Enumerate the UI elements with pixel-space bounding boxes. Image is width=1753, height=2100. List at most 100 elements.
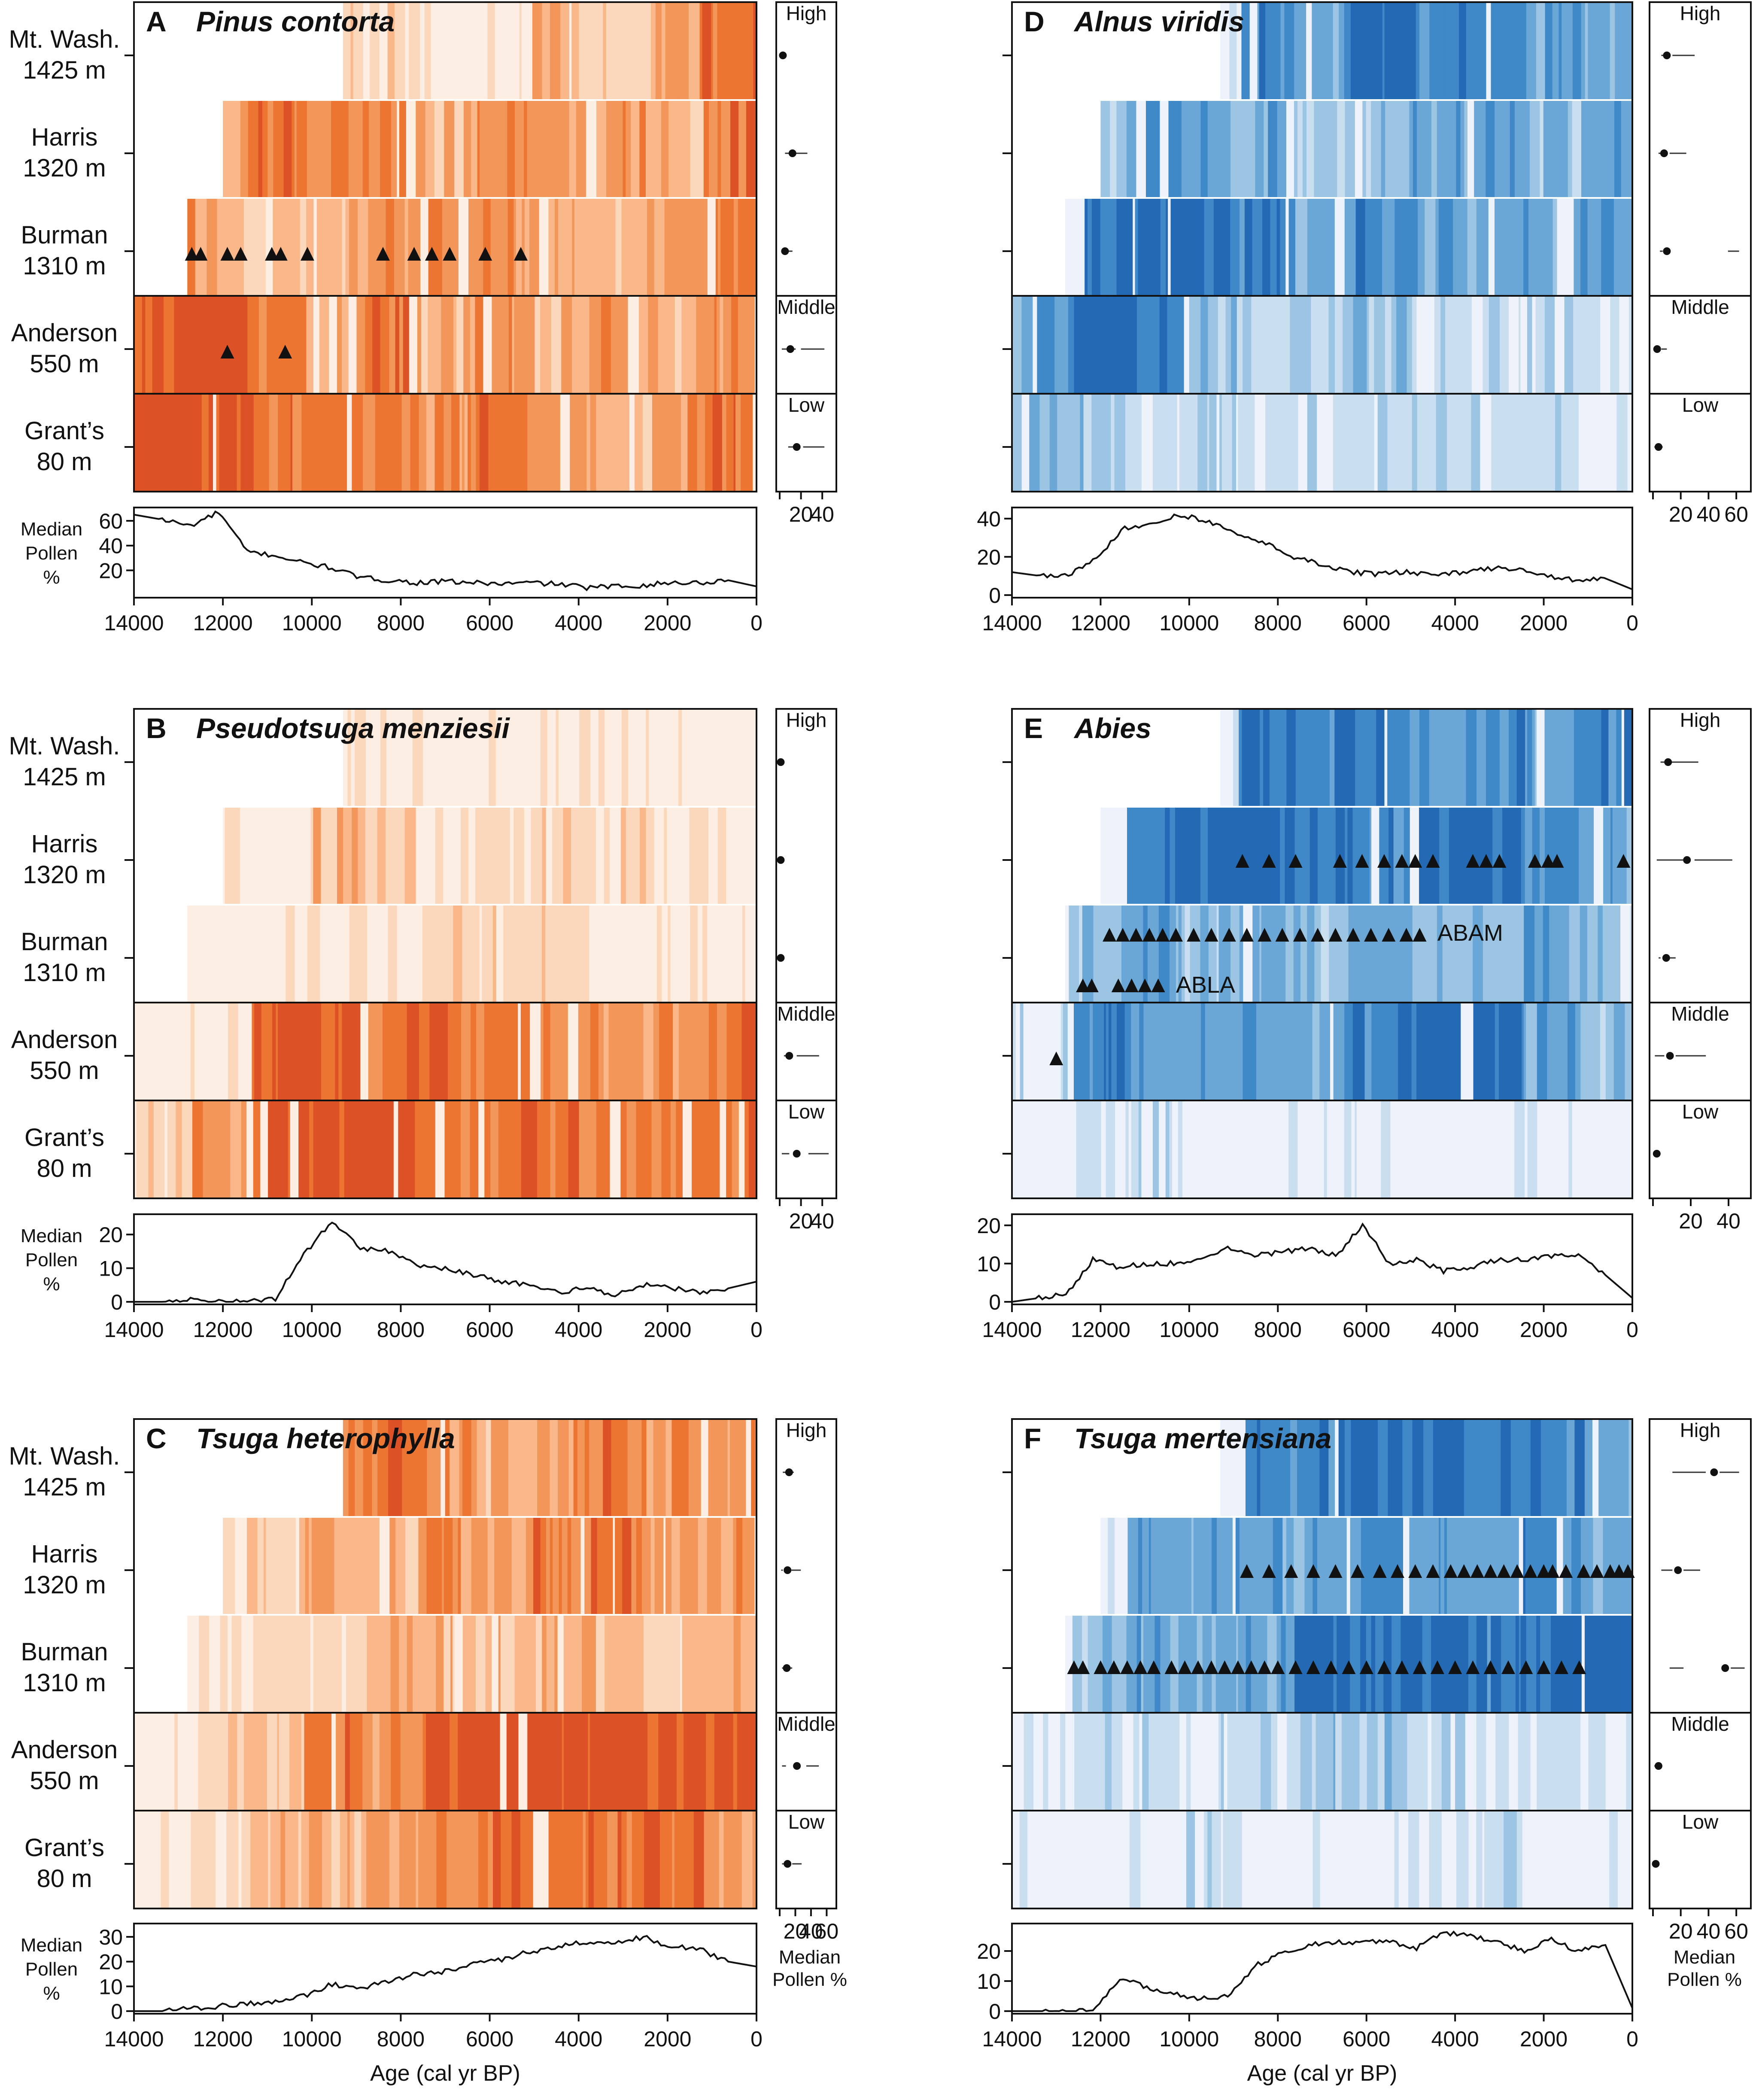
- heat-stripe: [1194, 297, 1201, 393]
- heat-stripe: [477, 101, 480, 197]
- heat-stripe: [1312, 3, 1321, 99]
- heat-stripe: [1423, 1714, 1428, 1810]
- x-axis-tick-label: 0: [750, 1318, 763, 1342]
- heat-stripe: [1449, 1420, 1458, 1516]
- heat-stripe: [536, 906, 542, 1002]
- heat-stripe: [1499, 1003, 1505, 1100]
- heat-stripe: [1151, 1518, 1157, 1614]
- heat-stripe: [647, 1101, 652, 1197]
- heat-stripe: [444, 395, 452, 491]
- site-triangle-marker: [1616, 854, 1631, 868]
- heat-stripe: [1221, 1003, 1230, 1100]
- heat-stripe: [1601, 710, 1609, 806]
- heat-stripe: [559, 1518, 562, 1614]
- heat-stripe: [1229, 3, 1237, 99]
- heat-stripe: [406, 101, 416, 197]
- heat-stripe: [605, 1616, 615, 1712]
- heat-stripe: [660, 1811, 665, 1908]
- site-triangle-marker: [1377, 1660, 1391, 1674]
- heat-stripe: [1613, 199, 1622, 295]
- heat-stripe: [260, 906, 268, 1002]
- heat-stripe: [416, 1714, 423, 1810]
- heat-stripe: [1562, 3, 1570, 99]
- heat-stripe: [555, 1714, 562, 1810]
- heat-stripe: [1555, 297, 1565, 393]
- heat-stripe: [730, 1101, 732, 1197]
- dot-median: [777, 758, 785, 766]
- heat-stripe: [680, 1616, 683, 1712]
- heat-stripe: [578, 1003, 586, 1100]
- y-axis-tick-label: 10: [977, 1252, 1001, 1276]
- heat-stripe: [1502, 1518, 1513, 1614]
- site-triangle-marker: [1497, 1564, 1511, 1578]
- heat-stripe: [1458, 1101, 1465, 1197]
- heat-stripe: [626, 101, 631, 197]
- site-triangle-marker: [1142, 928, 1156, 942]
- median-pollen-axis-label: %: [43, 567, 60, 588]
- heat-stripe: [1615, 1101, 1625, 1197]
- heat-stripe: [1419, 3, 1428, 99]
- heat-stripe: [1143, 906, 1148, 1002]
- heat-stripe: [1598, 1420, 1604, 1516]
- heat-stripe: [650, 101, 662, 197]
- heat-stripe: [702, 906, 708, 1002]
- heat-stripe: [1318, 808, 1326, 904]
- heat-stripe: [219, 395, 230, 491]
- heat-stripe: [1133, 199, 1136, 295]
- heat-stripe: [1371, 101, 1374, 197]
- heat-stripe: [1496, 395, 1507, 491]
- heat-stripe: [713, 1811, 720, 1908]
- heat-stripe: [1540, 1616, 1551, 1712]
- heat-stripe: [1126, 199, 1133, 295]
- heat-stripe: [221, 1003, 228, 1100]
- heat-stripe: [1240, 1518, 1249, 1614]
- heat-stripe: [591, 1518, 598, 1614]
- heat-stripe: [1152, 395, 1161, 491]
- site-triangle-marker: [1483, 1660, 1498, 1674]
- heat-stripe: [1392, 1101, 1396, 1197]
- heat-stripe: [579, 710, 591, 806]
- heat-stripe: [658, 1714, 664, 1810]
- heat-stripe: [384, 1616, 391, 1712]
- heat-stripe: [1572, 101, 1582, 197]
- heat-stripe: [1417, 395, 1422, 491]
- heat-stripe: [638, 199, 647, 295]
- heat-stripe: [182, 1811, 191, 1908]
- heat-stripe: [1260, 710, 1264, 806]
- heat-stripe: [265, 199, 273, 295]
- heat-stripe: [1597, 395, 1604, 491]
- heat-stripe: [1358, 1420, 1369, 1516]
- heat-stripe: [690, 1714, 695, 1810]
- heat-stripe: [1066, 395, 1070, 491]
- heat-stripe: [442, 1518, 444, 1614]
- heat-stripe: [463, 3, 472, 99]
- heat-stripe: [200, 297, 203, 393]
- heat-stripe: [1428, 101, 1432, 197]
- heat-stripe: [1592, 1003, 1598, 1100]
- heat-stripe: [1425, 297, 1433, 393]
- heat-stripe: [276, 906, 286, 1002]
- heat-stripe: [377, 1420, 384, 1516]
- heat-stripe: [1501, 1420, 1511, 1516]
- heat-stripe: [1367, 808, 1370, 904]
- heat-stripe: [1257, 1420, 1261, 1516]
- heat-stripe: [1455, 297, 1465, 393]
- heat-stripe: [1529, 101, 1540, 197]
- heat-stripe: [1319, 1420, 1327, 1516]
- heat-stripe: [715, 906, 720, 1002]
- heat-stripe: [1516, 1616, 1519, 1712]
- heat-stripe: [426, 1518, 437, 1614]
- heat-stripe: [729, 710, 736, 806]
- heat-stripe: [343, 1518, 353, 1614]
- heat-stripe: [1369, 199, 1373, 295]
- heat-stripe: [1297, 1101, 1309, 1197]
- site-triangle-marker: [1346, 928, 1360, 942]
- median-chart-frame: [133, 507, 757, 599]
- heat-stripe: [1440, 710, 1449, 806]
- heat-stripe: [531, 1101, 538, 1197]
- heat-stripe: [688, 1003, 699, 1100]
- heat-stripe: [1317, 1518, 1325, 1614]
- heat-stripe: [1165, 395, 1176, 491]
- heat-stripe: [1493, 1518, 1503, 1614]
